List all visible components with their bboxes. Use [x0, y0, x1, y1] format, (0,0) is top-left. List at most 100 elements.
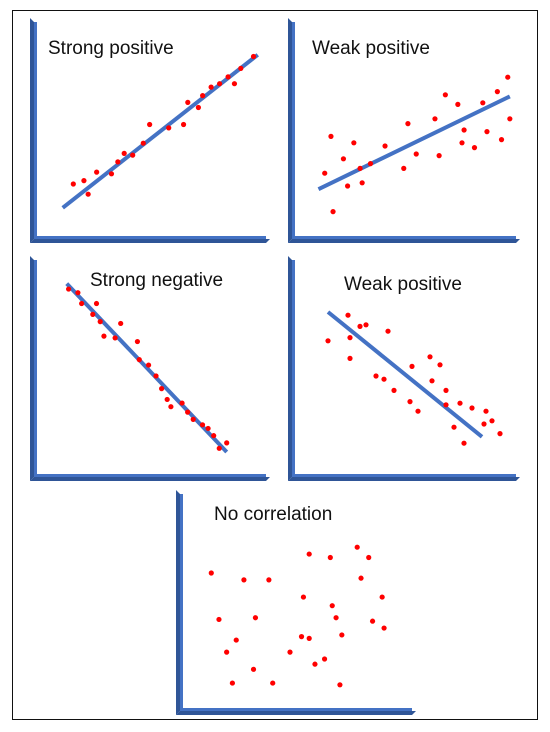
- scatter-plot-strong-negative: [30, 256, 270, 481]
- data-point-no-correlation-9: [270, 680, 276, 686]
- data-point-strong-negative-6: [101, 333, 107, 339]
- data-point-weak-positive-1-9: [382, 143, 388, 149]
- data-point-no-correlation-21: [339, 632, 345, 638]
- data-point-strong-positive-13: [195, 104, 201, 111]
- data-point-strong-negative-9: [134, 338, 141, 345]
- data-point-strong-negative-13: [159, 386, 165, 392]
- data-point-weak-positive-1-17: [459, 140, 465, 146]
- data-point-strong-negative-5: [97, 319, 103, 325]
- trend-line-strong-negative: [65, 282, 229, 454]
- scatter-plot-weak-positive-2: [288, 256, 520, 481]
- data-point-weak-positive-2-18: [451, 424, 457, 430]
- data-point-strong-negative-12: [153, 373, 159, 379]
- panel-title-weak-positive-2: Weak positive: [344, 274, 462, 295]
- data-point-no-correlation-11: [298, 634, 305, 640]
- data-point-no-correlation-12: [300, 594, 307, 600]
- data-point-weak-positive-2-20: [461, 440, 467, 446]
- data-point-strong-negative-15: [168, 404, 174, 410]
- data-point-no-correlation-8: [266, 577, 272, 583]
- data-point-strong-positive-11: [180, 121, 187, 128]
- data-point-strong-negative-2: [79, 300, 85, 307]
- data-point-weak-positive-2-13: [427, 354, 433, 360]
- data-point-weak-positive-2-8: [385, 328, 391, 334]
- data-point-weak-positive-1-21: [484, 129, 490, 135]
- panel-title-strong-negative: Strong negative: [90, 270, 224, 291]
- data-point-strong-positive-16: [217, 81, 223, 87]
- data-point-strong-positive-18: [231, 81, 238, 87]
- data-point-no-correlation-20: [337, 682, 343, 688]
- data-point-strong-negative-14: [164, 396, 170, 403]
- data-point-weak-positive-2-14: [429, 378, 435, 384]
- data-point-no-correlation-2: [224, 649, 230, 655]
- data-point-no-correlation-3: [229, 680, 235, 686]
- data-point-strong-positive-4: [108, 171, 115, 177]
- data-point-strong-positive-0: [70, 181, 76, 187]
- data-point-no-correlation-5: [241, 577, 247, 583]
- data-point-weak-positive-2-16: [443, 387, 449, 393]
- data-point-weak-positive-2-6: [373, 373, 379, 379]
- data-point-weak-positive-1-5: [351, 140, 357, 146]
- axis-strong-negative: [30, 256, 270, 481]
- data-point-weak-positive-2-11: [409, 363, 415, 369]
- axis-weak-positive-2: [288, 256, 520, 481]
- data-point-strong-positive-9: [147, 121, 153, 128]
- data-point-weak-positive-2-5: [363, 322, 369, 328]
- data-point-no-correlation-13: [306, 635, 312, 641]
- data-point-no-correlation-18: [329, 603, 335, 609]
- data-point-weak-positive-2-3: [347, 335, 353, 341]
- data-point-weak-positive-1-15: [442, 92, 448, 98]
- data-point-weak-positive-1-2: [330, 209, 336, 215]
- data-point-strong-negative-18: [190, 416, 196, 422]
- data-point-weak-positive-2-24: [489, 418, 495, 424]
- panel-title-weak-positive-1: Weak positive: [312, 38, 430, 59]
- data-point-no-correlation-0: [208, 570, 214, 576]
- data-point-weak-positive-1-4: [345, 183, 351, 189]
- data-point-weak-positive-1-3: [340, 156, 347, 162]
- data-point-weak-positive-2-4: [357, 323, 363, 329]
- scatter-plot-strong-positive: [30, 18, 270, 243]
- data-point-strong-positive-17: [225, 74, 231, 80]
- data-point-weak-positive-1-18: [461, 127, 467, 133]
- data-point-weak-positive-1-10: [401, 165, 407, 171]
- data-point-weak-positive-1-24: [505, 74, 511, 80]
- data-point-weak-positive-2-19: [457, 400, 463, 406]
- data-point-weak-positive-1-6: [357, 165, 363, 171]
- data-point-weak-positive-1-0: [322, 170, 328, 176]
- data-point-strong-positive-7: [130, 152, 136, 158]
- data-point-weak-positive-2-22: [481, 421, 487, 427]
- data-point-weak-positive-2-17: [443, 402, 449, 408]
- data-point-no-correlation-1: [216, 616, 222, 623]
- data-point-no-correlation-23: [358, 575, 364, 581]
- data-point-weak-positive-2-2: [347, 355, 353, 361]
- panel-title-strong-positive: Strong positive: [48, 38, 174, 59]
- data-point-no-correlation-25: [369, 618, 376, 624]
- data-point-strong-positive-12: [185, 99, 191, 105]
- trend-line-weak-positive-2: [326, 310, 484, 439]
- data-point-strong-positive-10: [166, 125, 172, 131]
- data-point-no-correlation-10: [287, 649, 293, 655]
- trend-line-strong-positive: [61, 53, 259, 210]
- data-point-strong-negative-23: [224, 440, 230, 446]
- data-point-no-correlation-27: [381, 625, 387, 631]
- trend-line-weak-positive-1: [317, 94, 511, 191]
- data-point-strong-negative-22: [216, 445, 222, 451]
- data-point-strong-positive-5: [115, 159, 121, 165]
- data-point-strong-negative-10: [136, 357, 142, 363]
- data-point-weak-positive-1-25: [507, 116, 513, 122]
- data-point-strong-negative-1: [75, 290, 81, 296]
- panel-strong-positive: Strong positive: [30, 18, 270, 243]
- data-point-no-correlation-4: [233, 637, 239, 643]
- data-point-strong-positive-2: [85, 191, 91, 197]
- data-point-no-correlation-17: [327, 554, 333, 561]
- data-point-strong-negative-7: [112, 335, 118, 341]
- data-point-strong-negative-11: [145, 362, 152, 368]
- data-point-weak-positive-1-14: [436, 153, 442, 159]
- data-point-strong-negative-16: [179, 400, 185, 406]
- data-point-no-correlation-14: [306, 551, 312, 557]
- data-point-strong-negative-20: [205, 425, 211, 432]
- data-point-no-correlation-19: [333, 615, 339, 621]
- data-point-no-correlation-22: [354, 544, 360, 550]
- data-point-weak-positive-2-12: [415, 408, 421, 414]
- data-point-strong-positive-6: [121, 150, 127, 156]
- data-point-weak-positive-1-13: [432, 116, 438, 122]
